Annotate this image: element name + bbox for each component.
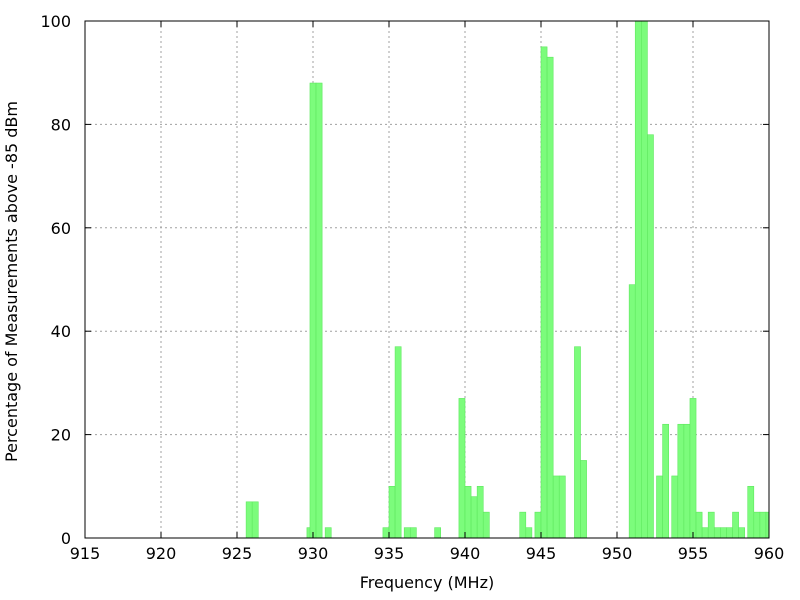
y-tick-label: 20: [51, 426, 71, 445]
bar: [647, 134, 654, 539]
bar: [738, 527, 745, 539]
bar: [641, 20, 648, 539]
y-tick-label: 60: [51, 219, 71, 238]
bar: [628, 284, 636, 539]
bar: [558, 475, 566, 539]
bar: [476, 485, 484, 539]
bar: [315, 82, 323, 539]
bar: [701, 527, 709, 539]
bar: [470, 496, 478, 539]
bar: [403, 527, 411, 539]
bar: [245, 501, 253, 539]
bar: [309, 82, 317, 539]
x-tick-label: 950: [602, 544, 633, 563]
bar: [671, 475, 679, 539]
bar: [552, 475, 560, 539]
bars-layer: [245, 20, 770, 539]
y-tick-label: 100: [40, 12, 71, 31]
x-tick-label: 955: [678, 544, 709, 563]
x-tick-label: 945: [526, 544, 557, 563]
y-tick-label: 40: [51, 322, 71, 341]
x-tick-label: 925: [222, 544, 253, 563]
x-tick-label: 940: [450, 544, 481, 563]
bar: [732, 511, 739, 539]
x-tick-label: 935: [374, 544, 405, 563]
bar: [458, 398, 466, 539]
bar: [707, 511, 715, 539]
bar: [677, 423, 685, 539]
bar: [525, 527, 533, 539]
bar: [580, 460, 587, 539]
x-tick-label: 920: [146, 544, 177, 563]
bar: [388, 485, 396, 539]
bar: [540, 46, 548, 539]
bar: [720, 527, 727, 539]
axes-layer: [84, 20, 770, 539]
bar: [409, 527, 417, 539]
bar: [713, 527, 721, 539]
bar: [546, 56, 554, 539]
bar: [726, 527, 733, 539]
bar: [251, 501, 259, 539]
x-tick-label: 915: [70, 544, 101, 563]
bar: [634, 20, 642, 539]
bar: [683, 423, 691, 539]
y-tick-label: 80: [51, 115, 71, 134]
bar: [464, 485, 472, 539]
bar: [534, 511, 542, 539]
bar: [689, 398, 697, 539]
x-tick-label: 960: [754, 544, 785, 563]
bar: [759, 511, 767, 539]
x-axis-title: Frequency (MHz): [360, 573, 494, 592]
bar: [662, 423, 669, 539]
tick-labels: 915 920 925 930 935 940 945 950 955 960 0 20 40 60 80 1…: [40, 12, 784, 563]
x-tick-label: 930: [298, 544, 329, 563]
bar: [695, 511, 703, 539]
bar: [482, 511, 490, 539]
bar: [394, 346, 402, 539]
bar: [747, 485, 755, 539]
y-tick-label: 0: [61, 529, 71, 548]
plot-frame: [84, 20, 770, 539]
bar: [519, 511, 527, 539]
bar: [434, 527, 441, 539]
bar: [753, 511, 761, 539]
bar: [382, 527, 390, 539]
bar: [324, 527, 332, 539]
bar: [656, 475, 663, 539]
y-axis-title: Percentage of Measurements above -85 dBm: [2, 101, 21, 462]
bar: [574, 346, 581, 539]
